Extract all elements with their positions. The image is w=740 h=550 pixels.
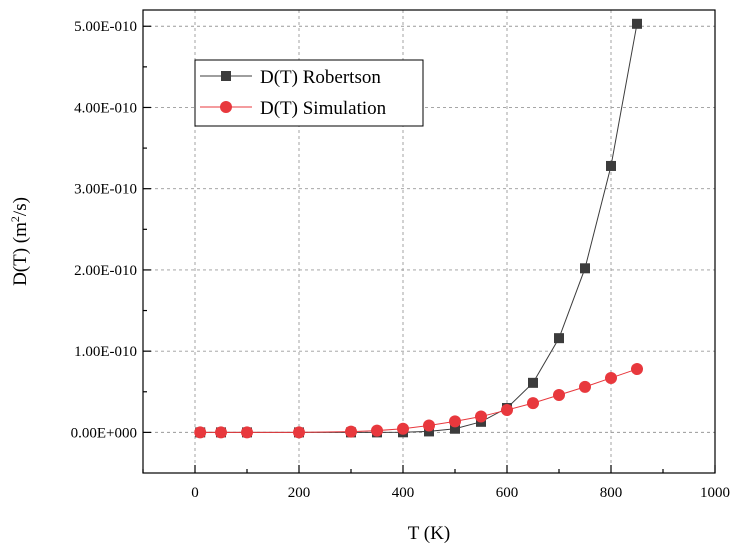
data-point (194, 426, 207, 439)
y-tick-label: 5.00E-010 (74, 19, 137, 35)
legend: D(T) Robertson D(T) Simulation (194, 59, 424, 127)
x-tick-label: 400 (392, 485, 415, 501)
data-point (580, 263, 590, 274)
y-tick-labels: 0.00E+000 1.00E-010 2.00E-010 3.00E-010 4.00… (71, 19, 137, 441)
x-axis-title: T (K) (408, 523, 450, 544)
data-point (527, 397, 539, 410)
grid-lines (143, 10, 715, 473)
x-tick-label: 1000 (700, 485, 730, 501)
x-tick-labels: 0 200 400 600 800 1000 (191, 485, 730, 501)
legend-marker-robertson (221, 71, 231, 81)
data-point (631, 363, 643, 376)
y-axis-title-end: /s) (10, 197, 31, 216)
data-point (449, 415, 461, 428)
y-axis-title: D(T) (m2/s) (8, 197, 31, 286)
y-axis-title-main: D(T) (m (10, 222, 31, 286)
data-point (293, 426, 305, 439)
legend-marker-simulation (220, 101, 232, 113)
legend-label-robertson: D(T) Robertson (260, 67, 381, 88)
data-point (554, 333, 564, 344)
data-point (215, 426, 227, 439)
y-tick-label: 3.00E-010 (74, 182, 137, 198)
x-tick-label: 200 (288, 485, 311, 501)
data-point (605, 371, 617, 384)
x-tick-label: 0 (191, 485, 199, 501)
y-axis-title-superscript: 2 (8, 216, 22, 222)
data-point (371, 424, 383, 437)
series-layer (194, 18, 643, 439)
data-point (501, 404, 513, 417)
x-tick-label: 600 (496, 485, 519, 501)
y-tick-label: 0.00E+000 (71, 425, 137, 441)
y-tick-label: 2.00E-010 (74, 263, 137, 279)
data-point (528, 377, 538, 388)
series-line (200, 368, 638, 433)
data-point (553, 389, 565, 402)
data-point (345, 425, 357, 438)
data-point (397, 422, 409, 435)
series-simulation (194, 363, 643, 439)
data-point (579, 380, 591, 393)
y-tick-label: 1.00E-010 (74, 344, 137, 360)
legend-label-simulation: D(T) Simulation (260, 98, 387, 119)
data-point (423, 419, 435, 432)
plot-frame (142, 9, 716, 474)
x-tick-label: 800 (600, 485, 623, 501)
y-tick-label: 4.00E-010 (74, 100, 137, 116)
axis-ticks (142, 25, 716, 473)
data-point (475, 410, 487, 423)
data-point (632, 18, 642, 29)
data-point (450, 423, 460, 434)
data-point (241, 426, 253, 439)
data-point (606, 160, 616, 171)
legend-box (194, 59, 424, 127)
